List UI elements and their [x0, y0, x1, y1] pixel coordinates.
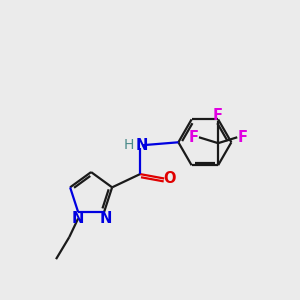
Text: F: F: [189, 130, 199, 145]
Text: H: H: [124, 138, 134, 152]
Text: N: N: [72, 211, 84, 226]
Text: N: N: [99, 211, 112, 226]
Text: F: F: [213, 108, 223, 123]
Text: F: F: [238, 130, 248, 145]
Text: N: N: [136, 138, 148, 153]
Text: O: O: [163, 171, 176, 186]
